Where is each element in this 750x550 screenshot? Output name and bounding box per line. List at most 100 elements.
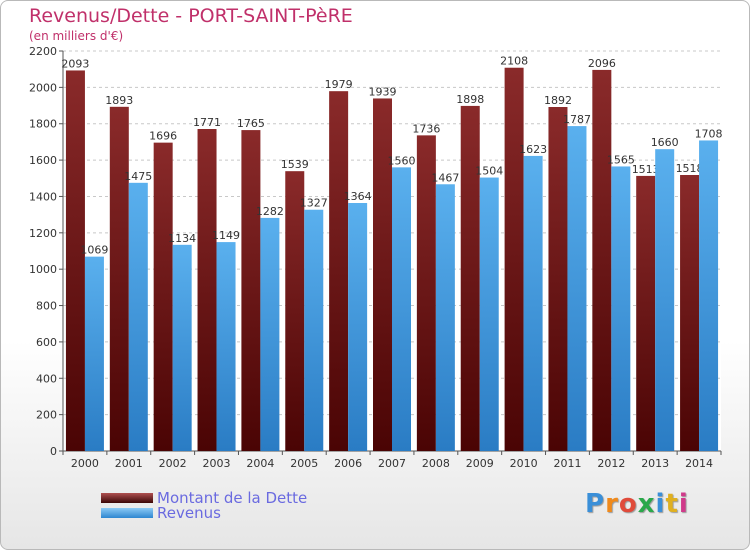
bar-revenus bbox=[304, 209, 324, 451]
x-tick-label: 2010 bbox=[510, 457, 538, 470]
data-label: 1565 bbox=[607, 153, 635, 166]
data-label: 1149 bbox=[212, 229, 240, 242]
data-label: 1282 bbox=[256, 205, 284, 218]
bar-dette bbox=[636, 175, 656, 451]
bar-dette bbox=[153, 142, 173, 452]
legend-label-revenus: Revenus bbox=[157, 504, 221, 522]
bar-dette bbox=[592, 69, 612, 451]
data-label: 2096 bbox=[588, 57, 616, 70]
bar-dette bbox=[548, 107, 568, 451]
x-tick-label: 2008 bbox=[422, 457, 450, 470]
data-label: 1660 bbox=[651, 136, 679, 149]
bar-dette bbox=[241, 130, 261, 451]
data-label: 1736 bbox=[412, 122, 440, 135]
data-label: 1560 bbox=[388, 154, 416, 167]
bar-dette bbox=[680, 175, 700, 451]
logo-letter: i bbox=[655, 489, 666, 519]
data-label: 1939 bbox=[369, 85, 397, 98]
y-tick-label: 1200 bbox=[29, 227, 57, 240]
y-tick-label: 400 bbox=[36, 372, 57, 385]
data-label: 1364 bbox=[344, 190, 372, 203]
bar-revenus bbox=[128, 182, 148, 451]
logo-letter: i bbox=[678, 489, 689, 519]
bar-revenus bbox=[84, 256, 104, 451]
bar-revenus bbox=[611, 166, 631, 452]
bar-dette bbox=[373, 98, 392, 452]
bar-dette bbox=[329, 91, 349, 451]
bar-revenus bbox=[216, 242, 236, 451]
data-label: 1765 bbox=[237, 117, 265, 130]
x-tick-label: 2014 bbox=[685, 457, 713, 470]
bar-dette bbox=[460, 105, 480, 451]
data-label: 1539 bbox=[281, 158, 309, 171]
bar-revenus bbox=[523, 155, 543, 451]
bar-dette bbox=[65, 70, 85, 452]
chart-subtitle: (en milliers d'€) bbox=[29, 29, 124, 43]
data-label: 1787 bbox=[563, 113, 591, 126]
y-tick-label: 0 bbox=[50, 445, 57, 458]
x-tick-label: 2012 bbox=[597, 457, 625, 470]
legend-swatch-revenus bbox=[101, 508, 153, 518]
data-label: 1892 bbox=[544, 94, 572, 107]
logo-letter: r bbox=[605, 489, 619, 519]
y-tick-label: 600 bbox=[36, 336, 57, 349]
x-tick-label: 2002 bbox=[159, 457, 187, 470]
data-label: 1623 bbox=[519, 143, 547, 156]
data-label: 2093 bbox=[61, 57, 89, 70]
bar-revenus bbox=[479, 177, 499, 451]
bar-dette bbox=[504, 67, 524, 452]
data-label: 1327 bbox=[300, 197, 328, 210]
bar-dette bbox=[285, 171, 305, 451]
bar-revenus bbox=[699, 140, 719, 452]
bar-revenus bbox=[348, 203, 368, 451]
data-label: 1518 bbox=[676, 162, 704, 175]
y-tick-label: 200 bbox=[36, 409, 57, 422]
bar-revenus bbox=[567, 126, 587, 451]
bar-dette bbox=[109, 106, 129, 452]
bar-dette bbox=[416, 135, 436, 451]
data-label: 1708 bbox=[695, 127, 723, 140]
data-label: 1898 bbox=[456, 93, 484, 106]
data-label: 1504 bbox=[475, 165, 503, 178]
x-tick-label: 2009 bbox=[466, 457, 494, 470]
data-label: 1771 bbox=[193, 116, 221, 129]
x-tick-label: 2003 bbox=[203, 457, 231, 470]
data-label: 1475 bbox=[124, 170, 152, 183]
data-label: 1513 bbox=[632, 163, 660, 176]
data-label: 1134 bbox=[168, 232, 196, 245]
bar-revenus bbox=[172, 244, 192, 451]
bar-revenus bbox=[435, 184, 455, 452]
x-tick-label: 2000 bbox=[71, 457, 99, 470]
y-tick-label: 800 bbox=[36, 300, 57, 313]
x-tick-label: 2004 bbox=[246, 457, 274, 470]
logo-letter: t bbox=[665, 489, 679, 519]
bar-revenus bbox=[260, 217, 280, 451]
bar-revenus bbox=[655, 149, 675, 451]
data-label: 1696 bbox=[149, 130, 177, 143]
y-tick-label: 1400 bbox=[29, 190, 57, 203]
x-tick-label: 2013 bbox=[641, 457, 669, 470]
data-label: 1979 bbox=[325, 78, 353, 91]
x-tick-label: 2011 bbox=[553, 457, 581, 470]
legend-item-dette: Montant de la Dette bbox=[101, 489, 307, 507]
data-label: 1893 bbox=[105, 94, 133, 107]
y-tick-label: 2000 bbox=[29, 81, 57, 94]
x-tick-label: 2006 bbox=[334, 457, 362, 470]
y-tick-label: 2200 bbox=[29, 45, 57, 58]
chart-title: Revenus/Dette - PORT-SAINT-PèRE bbox=[29, 5, 353, 27]
logo-letter: x bbox=[637, 489, 656, 519]
legend-swatch-dette bbox=[101, 493, 153, 503]
proxiti-logo: Proxiti bbox=[585, 489, 689, 519]
logo-letter: P bbox=[585, 489, 606, 519]
bar-dette bbox=[197, 129, 217, 451]
y-tick-label: 1000 bbox=[29, 263, 57, 276]
data-label: 1467 bbox=[431, 171, 459, 184]
data-label: 1069 bbox=[80, 244, 108, 257]
x-tick-label: 2001 bbox=[115, 457, 143, 470]
data-label: 2108 bbox=[500, 55, 528, 68]
x-tick-label: 2005 bbox=[290, 457, 318, 470]
y-tick-label: 1800 bbox=[29, 118, 57, 131]
y-tick-label: 1600 bbox=[29, 154, 57, 167]
